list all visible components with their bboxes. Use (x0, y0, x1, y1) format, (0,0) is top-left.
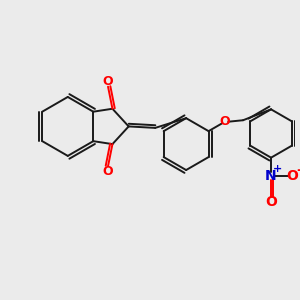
Text: O: O (103, 165, 113, 178)
Text: O: O (220, 115, 230, 128)
Text: -: - (296, 163, 300, 177)
Text: O: O (103, 75, 113, 88)
Text: O: O (286, 169, 298, 183)
Text: N: N (265, 169, 277, 183)
Text: O: O (265, 196, 277, 209)
Text: +: + (273, 164, 282, 174)
